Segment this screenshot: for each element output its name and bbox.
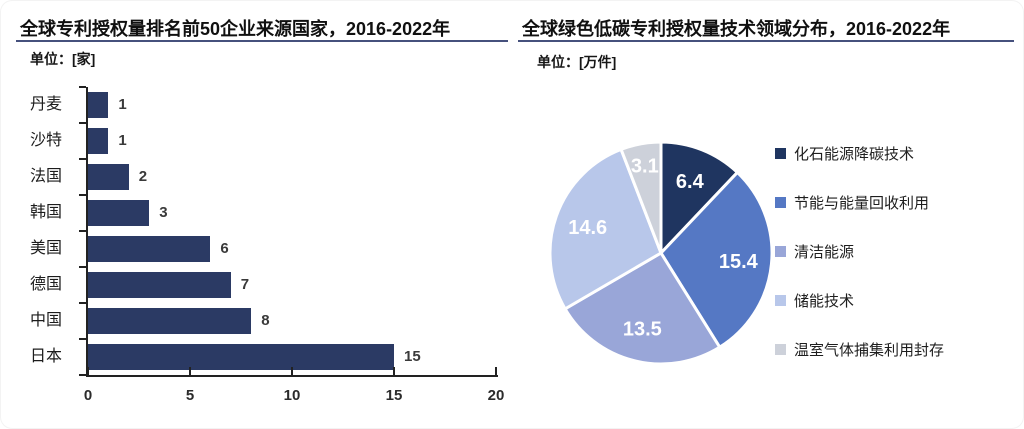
category-label: 德国	[29, 276, 62, 293]
pie-chart: 6.4 15.4 13.5 14.6 3.1	[548, 140, 774, 366]
pie-slice-value-label: 15.4	[719, 251, 759, 273]
category-label: 美国	[29, 240, 62, 257]
y-axis-line	[86, 87, 88, 375]
legend-item-label: 储能技术	[794, 293, 855, 310]
right-unit-label: 单位：[万件]	[537, 54, 617, 70]
y-axis-tick	[79, 158, 86, 160]
legend-item-label: 清洁能源	[794, 244, 855, 261]
legend-item: 化石能源降碳技术	[775, 130, 914, 177]
x-axis-tick-label: 10	[283, 387, 301, 404]
bar-plot-area: 1 1 2 3 6 7 8 15 0 5 10 15 20	[79, 86, 508, 417]
bar-value-label: 1	[118, 96, 127, 113]
pie-slice	[659, 140, 739, 255]
bar	[88, 128, 109, 154]
bar-value-label: 6	[220, 240, 229, 257]
bar-value-label: 15	[404, 348, 421, 365]
category-label: 韩国	[29, 204, 62, 221]
legend-color-marker	[775, 148, 786, 159]
y-axis-tick	[79, 86, 86, 88]
pie-slice-value-label: 6.4	[676, 171, 705, 193]
right-chart-title: 全球绿色低碳专利授权量技术领域分布，2016-2022年	[522, 19, 951, 39]
y-axis-tick	[79, 230, 86, 232]
category-label: 日本	[29, 348, 62, 365]
x-axis-tick	[87, 367, 89, 375]
bar-category-axis: 丹麦沙特法国韩国美国德国中国日本	[0, 87, 78, 375]
pie-slice	[563, 251, 722, 366]
left-chart-title: 全球专利授权量排名前50企业来源国家，2016-2022年	[20, 19, 451, 39]
legend-item: 清洁能源	[775, 228, 854, 275]
bar	[88, 272, 231, 298]
y-axis-tick	[79, 122, 86, 124]
bar-value-label: 3	[159, 204, 168, 221]
y-axis-tick	[79, 194, 86, 196]
bar	[88, 344, 394, 370]
category-label: 沙特	[29, 132, 62, 149]
y-axis-tick	[79, 302, 86, 304]
category-label: 丹麦	[29, 96, 62, 113]
bar	[88, 236, 211, 262]
pie-slice-value-label: 14.6	[568, 217, 607, 239]
pie-slice-value-label: 13.5	[623, 318, 662, 340]
x-axis-tick	[189, 367, 191, 375]
y-axis-tick	[79, 266, 86, 268]
x-axis-tick-label: 5	[185, 387, 195, 404]
legend-item-label: 温室气体捕集利用封存	[794, 342, 945, 359]
bar-value-label: 1	[118, 132, 127, 149]
category-label: 法国	[29, 168, 62, 185]
bar-value-label: 2	[138, 168, 148, 185]
left-title-underline	[16, 40, 508, 42]
pie-slice	[619, 140, 663, 255]
legend-item-label: 化石能源降碳技术	[794, 146, 915, 163]
bar	[88, 308, 252, 334]
x-axis-tick-label: 0	[83, 387, 93, 404]
pie-slice-value-label: 3.1	[631, 156, 659, 178]
x-axis-tick	[393, 367, 395, 375]
x-axis-tick-label: 15	[385, 387, 403, 404]
legend-item: 储能技术	[775, 277, 854, 324]
bar-value-label: 8	[261, 312, 270, 329]
right-title-underline	[518, 40, 1014, 42]
x-axis-tick-label: 20	[487, 387, 505, 404]
legend-item-label: 节能与能量回收利用	[794, 195, 930, 212]
legend-color-marker	[775, 344, 786, 355]
bar	[88, 164, 129, 190]
x-axis-line	[86, 375, 498, 377]
x-axis-tick	[495, 367, 497, 375]
pie-slice	[659, 170, 774, 349]
legend-item: 节能与能量回收利用	[775, 179, 929, 226]
legend-item: 温室气体捕集利用封存	[775, 326, 944, 373]
left-unit-label: 单位：[家]	[30, 51, 96, 67]
pie-slice	[548, 147, 663, 311]
y-axis-tick	[79, 338, 86, 340]
category-label: 中国	[29, 312, 62, 329]
bar	[88, 200, 150, 226]
x-axis-tick	[291, 367, 293, 375]
bar	[88, 92, 109, 118]
bar-value-label: 7	[240, 276, 250, 293]
legend-color-marker	[775, 197, 786, 208]
legend-color-marker	[775, 246, 786, 257]
legend-color-marker	[775, 295, 786, 306]
y-axis-tick	[79, 374, 86, 376]
